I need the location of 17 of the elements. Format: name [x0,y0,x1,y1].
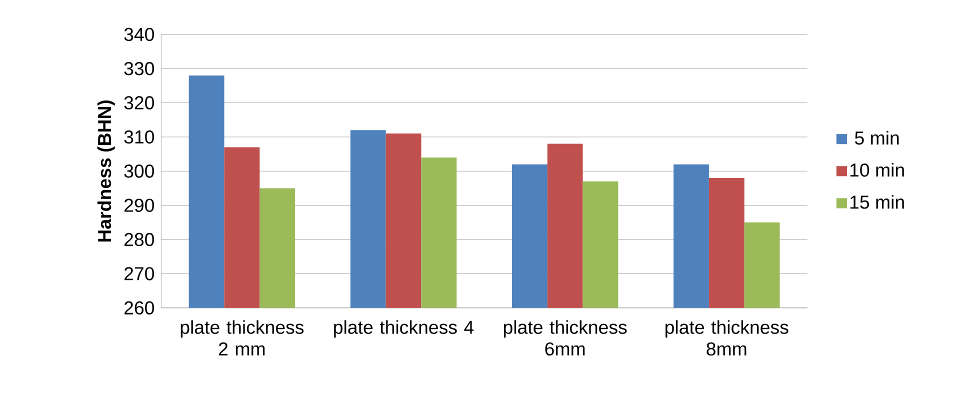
y-tick-label: 300 [124,164,154,178]
y-tick-label: 330 [124,62,154,76]
y-tick-label: 260 [124,301,154,314]
legend-label: 15 min [850,194,904,209]
x-tick-label: plate thickness 4 [334,320,474,338]
y-tick-label: 320 [124,96,154,110]
y-tick-label: 310 [124,130,154,144]
legend-label: 5 min [854,130,899,144]
x-tick-label: plate thickness 2 mm [180,320,304,356]
x-tick-label: plate thickness 6mm [504,320,627,356]
y-tick-label: 270 [124,266,154,280]
legend-label: 10 min [850,162,904,177]
y-tick-label: 280 [124,232,154,246]
y-axis-title: Hardness (BHN) [97,100,115,242]
x-tick-label: plate thickness 8mm [666,320,788,356]
y-tick-label: 290 [124,198,154,212]
y-tick-label: 340 [124,28,154,41]
